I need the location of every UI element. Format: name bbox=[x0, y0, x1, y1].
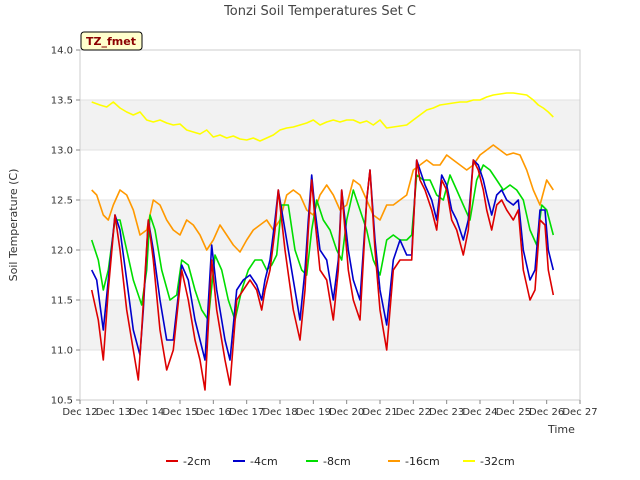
legend-label: -8cm bbox=[323, 455, 351, 468]
grid-band bbox=[80, 300, 580, 350]
x-tick-label: Dec 17 bbox=[229, 407, 264, 418]
x-tick-label: Dec 24 bbox=[462, 407, 497, 418]
series-lines bbox=[90, 92, 555, 391]
legend: -2cm -4cm -8cm -16cm -32cm bbox=[166, 455, 515, 468]
badge-label: TZ_fmet bbox=[86, 35, 136, 48]
chart-title: Tonzi Soil Temperatures Set C bbox=[223, 4, 416, 19]
x-tick-label: Dec 27 bbox=[562, 407, 597, 418]
grid-bands bbox=[80, 49, 580, 401]
y-tick-label: 12.5 bbox=[51, 196, 73, 207]
y-tick-label: 11.5 bbox=[51, 296, 73, 307]
legend-label: -32cm bbox=[480, 455, 515, 468]
x-tick-label: Dec 15 bbox=[162, 407, 197, 418]
y-tick-label: 11.0 bbox=[51, 346, 73, 357]
x-tick-label: Dec 19 bbox=[296, 407, 331, 418]
station-badge: TZ_fmet bbox=[80, 31, 143, 51]
legend-label: -4cm bbox=[250, 455, 278, 468]
y-tick-label: 14.0 bbox=[51, 46, 73, 57]
series-line-8cm bbox=[90, 164, 555, 321]
y-tick-label: 13.5 bbox=[51, 96, 73, 107]
series-line-4cm bbox=[90, 159, 555, 361]
y-tick-label: 13.0 bbox=[51, 146, 73, 157]
x-tick-label: Dec 20 bbox=[329, 407, 364, 418]
x-axis-label: Time bbox=[547, 423, 575, 436]
y-axis-ticks: 10.5 11.0 11.5 12.0 12.5 13.0 13.5 14.0 bbox=[51, 46, 80, 407]
x-tick-label: Dec 13 bbox=[96, 407, 131, 418]
x-tick-label: Dec 23 bbox=[429, 407, 464, 418]
x-tick-label: Dec 26 bbox=[529, 407, 564, 418]
x-tick-label: Dec 18 bbox=[262, 407, 297, 418]
legend-label: -2cm bbox=[183, 455, 211, 468]
y-tick-label: 10.5 bbox=[51, 396, 73, 407]
series-line-2cm bbox=[90, 159, 555, 391]
legend-label: -16cm bbox=[405, 455, 440, 468]
x-tick-label: Dec 12 bbox=[62, 407, 97, 418]
x-tick-label: Dec 22 bbox=[396, 407, 431, 418]
y-tick-label: 12.0 bbox=[51, 246, 73, 257]
x-tick-label: Dec 14 bbox=[129, 407, 164, 418]
x-tick-label: Dec 25 bbox=[496, 407, 531, 418]
series-line-32cm bbox=[91, 92, 554, 142]
grid-band bbox=[80, 100, 580, 150]
badge-box bbox=[80, 31, 143, 51]
x-tick-label: Dec 21 bbox=[362, 407, 397, 418]
x-tick-label: Dec 16 bbox=[196, 407, 231, 418]
y-axis-label: Soil Temperature (C) bbox=[7, 169, 20, 282]
plot-area bbox=[79, 49, 581, 401]
